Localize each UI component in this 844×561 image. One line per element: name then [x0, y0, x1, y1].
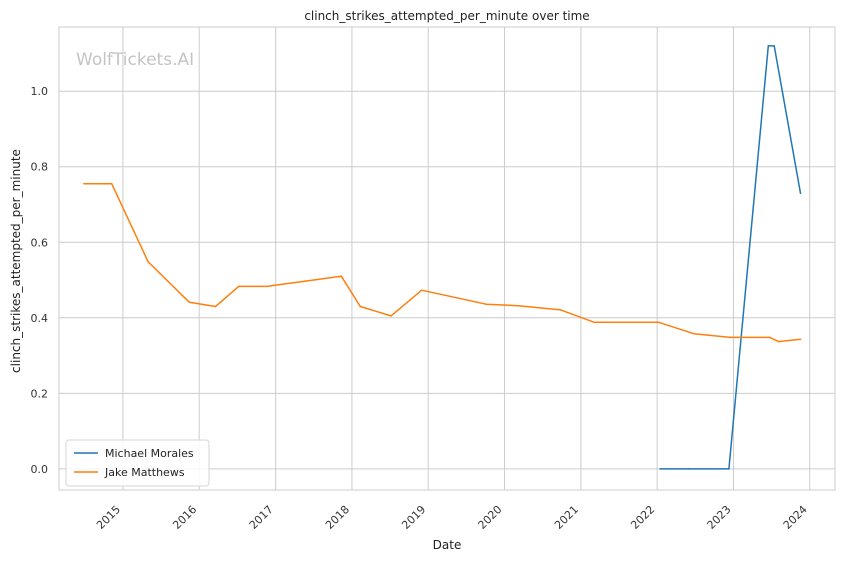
plot-frame [58, 26, 836, 491]
y-tick-label: 0.2 [31, 387, 49, 400]
data-point-jake-matthews [390, 315, 392, 317]
legend-label-jake-matthews: Jake Matthews [104, 466, 185, 479]
x-axis-title: Date [433, 538, 462, 552]
y-axis-title: clinch_strikes_attempted_per_minute [9, 149, 23, 373]
data-point-jake-matthews [110, 182, 113, 185]
y-tick-label: 0.0 [31, 463, 49, 476]
data-point-michael-morales [767, 45, 770, 47]
data-point-jake-matthews [693, 332, 695, 335]
data-point-jake-matthews [729, 336, 732, 339]
legend-box [65, 439, 210, 487]
legend-label-michael-morales: Michael Morales [105, 447, 194, 460]
series-line-michael-morales [660, 45, 802, 470]
y-tick-label: 0.4 [31, 312, 49, 325]
data-point-jake-matthews [83, 182, 85, 185]
data-point-jake-matthews [237, 285, 240, 288]
data-point-jake-matthews [420, 289, 423, 292]
data-point-jake-matthews [559, 309, 562, 311]
y-tick-label: 0.6 [31, 236, 49, 249]
data-point-jake-matthews [359, 305, 362, 308]
data-point-michael-morales [799, 192, 802, 194]
data-point-jake-matthews [485, 303, 487, 306]
series-layer [83, 45, 802, 470]
data-point-jake-matthews [593, 321, 596, 324]
y-axis-ticks: 0.0 0.2 0.4 0.6 0.8 1.0 [31, 85, 49, 476]
data-point-jake-matthews [214, 305, 217, 308]
legend: Michael Morales Jake Matthews [65, 439, 210, 487]
data-point-michael-morales [687, 468, 690, 470]
data-point-michael-morales [728, 468, 730, 470]
data-point-jake-matthews [188, 301, 191, 304]
data-point-jake-matthews [769, 336, 771, 339]
data-point-michael-morales [773, 45, 775, 47]
data-point-jake-matthews [517, 304, 519, 307]
y-tick-label: 1.0 [31, 85, 49, 98]
data-point-jake-matthews [799, 338, 802, 341]
data-point-jake-matthews [265, 285, 268, 288]
watermark: WolfTickets.AI [76, 50, 194, 70]
data-point-jake-matthews [657, 321, 660, 324]
data-point-jake-matthews [777, 340, 780, 343]
data-point-michael-morales [659, 468, 661, 470]
y-tick-label: 0.8 [31, 161, 49, 174]
data-point-jake-matthews [147, 261, 149, 263]
data-point-jake-matthews [340, 275, 343, 278]
chart-title: clinch_strikes_attempted_per_minute over… [304, 9, 589, 23]
